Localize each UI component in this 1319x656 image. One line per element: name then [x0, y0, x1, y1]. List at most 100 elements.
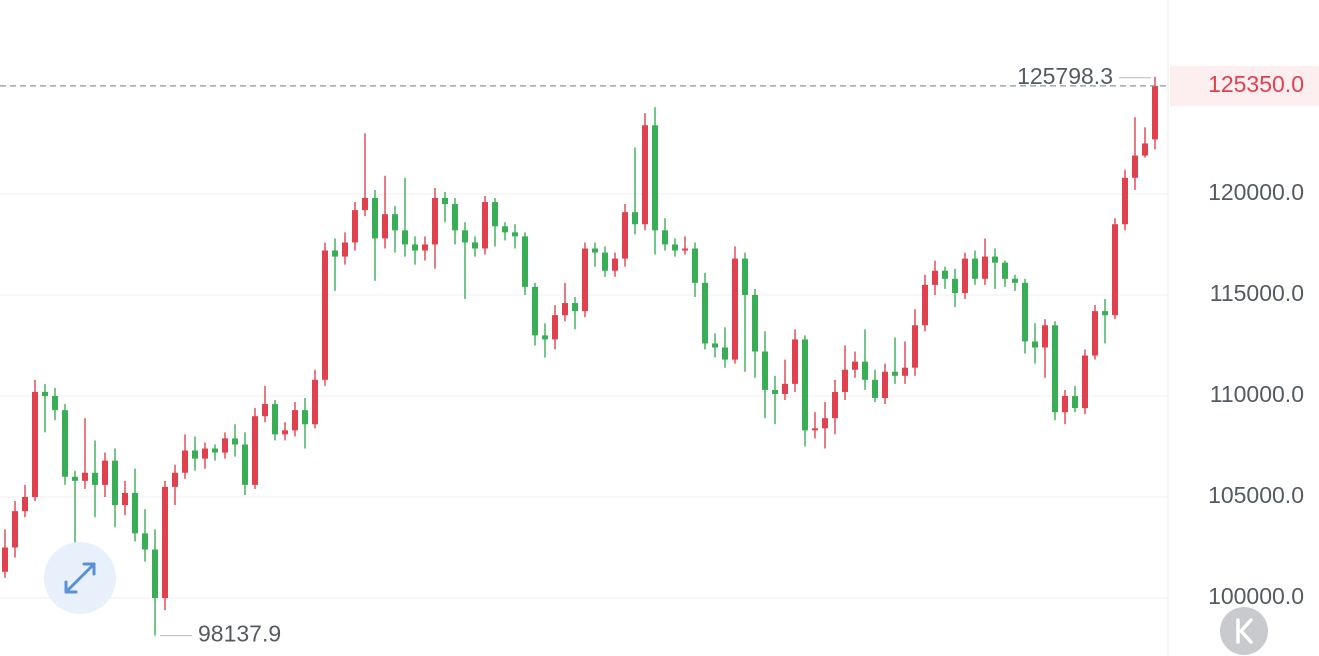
candle-body: [62, 410, 68, 477]
candle-body: [1072, 395, 1078, 409]
candle-body: [462, 230, 468, 243]
candle-body: [842, 369, 848, 392]
candle-body: [742, 258, 748, 295]
candle-body: [902, 367, 908, 376]
candle-body: [382, 214, 388, 239]
candle-body: [142, 533, 148, 550]
candle-body: [1002, 262, 1008, 279]
candle-body: [12, 511, 18, 548]
candle-body: [1022, 282, 1028, 342]
candle-body: [832, 391, 838, 419]
candle-body: [282, 430, 288, 435]
candle-body: [192, 450, 198, 459]
candle-body: [852, 361, 858, 370]
candle-body: [1112, 224, 1118, 316]
candle-body: [752, 294, 758, 352]
candle-body: [922, 284, 928, 326]
candle-body: [402, 230, 408, 245]
y-tick-label: 120000.0: [1208, 179, 1304, 205]
candle-body: [822, 418, 828, 429]
candle-body: [292, 410, 298, 431]
expand-icon[interactable]: [64, 562, 96, 594]
candle-body: [162, 486, 168, 599]
candle-body: [712, 343, 718, 348]
expand-button[interactable]: [44, 542, 116, 614]
candle-body: [642, 125, 648, 225]
candle-body: [202, 448, 208, 459]
candle-body: [102, 460, 108, 485]
candle-body: [72, 476, 78, 481]
candle-body: [1152, 85, 1158, 140]
candle-body: [702, 282, 708, 344]
candle-body: [372, 197, 378, 239]
last-price-box: [1170, 65, 1319, 106]
candle-body: [892, 371, 898, 376]
last-price-label: 125350.0: [1208, 71, 1304, 97]
candle-body: [432, 197, 438, 245]
candle-body: [212, 448, 218, 453]
candles: [2, 76, 1158, 636]
candle-body: [1142, 143, 1148, 156]
candle-body: [812, 428, 818, 431]
candle-body: [412, 244, 418, 251]
candle-body: [1082, 355, 1088, 409]
candle-body: [342, 242, 348, 257]
candle-body: [682, 248, 688, 251]
reset-button[interactable]: [1220, 607, 1268, 655]
candle-body: [1052, 325, 1058, 413]
candle-body: [982, 256, 988, 279]
candle-body: [42, 391, 48, 396]
candle-body: [602, 252, 608, 271]
candle-body: [332, 250, 338, 257]
candle-body: [492, 202, 498, 227]
candle-body: [1102, 311, 1108, 316]
candle-body: [1012, 278, 1018, 283]
candle-body: [312, 379, 318, 425]
candle-body: [82, 472, 88, 481]
candle-body: [272, 404, 278, 435]
candle-body: [542, 335, 548, 340]
reset-button-bg[interactable]: [1220, 607, 1268, 655]
candle-body: [592, 248, 598, 253]
candle-body: [882, 371, 888, 399]
candle-body: [1062, 395, 1068, 413]
candle-body: [322, 250, 328, 380]
candle-body: [802, 339, 808, 431]
grid: 100000.0 105000.0 110000.0 115000.0 120000.0: [0, 179, 1304, 609]
candle-body: [92, 472, 98, 485]
candle-body: [112, 460, 118, 506]
candle-body: [632, 212, 638, 225]
candle-body: [672, 244, 678, 251]
candle-body: [482, 202, 488, 249]
candle-body: [392, 214, 398, 231]
candle-body: [512, 232, 518, 237]
candle-body: [152, 549, 158, 599]
min-label: 98137.9: [198, 621, 281, 647]
candle-body: [992, 256, 998, 263]
candle-body: [22, 497, 28, 512]
y-tick-label: 105000.0: [1208, 482, 1304, 508]
candle-body: [522, 236, 528, 287]
candle-body: [912, 325, 918, 368]
candle-body: [942, 270, 948, 279]
candle-body: [302, 410, 308, 425]
candle-body: [532, 286, 538, 336]
candle-body: [222, 438, 228, 453]
candle-body: [1132, 155, 1138, 178]
reset-icon[interactable]: [1236, 618, 1253, 644]
candle-body: [452, 204, 458, 231]
candle-body: [132, 492, 138, 534]
candle-body: [1092, 311, 1098, 356]
candle-body: [762, 351, 768, 390]
candle-body: [692, 248, 698, 283]
max-label: 125798.3: [1017, 63, 1113, 89]
candle-body: [442, 197, 448, 205]
candle-body: [792, 339, 798, 384]
candle-body: [502, 226, 508, 233]
y-tick-label: 100000.0: [1208, 583, 1304, 609]
candle-body: [32, 391, 38, 498]
candle-body: [732, 258, 738, 360]
candle-body: [232, 438, 238, 445]
